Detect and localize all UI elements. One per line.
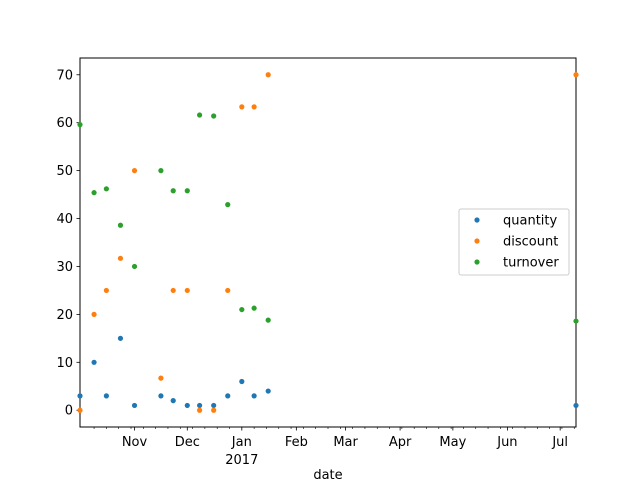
data-point-turnover — [184, 188, 190, 194]
x-tick-label: Mar — [333, 435, 358, 450]
data-point-discount — [170, 287, 176, 294]
data-point-turnover — [77, 122, 83, 128]
data-point-turnover — [239, 306, 245, 313]
data-point-quantity — [211, 402, 217, 409]
data-point-discount — [103, 287, 109, 294]
data-point-quantity — [225, 393, 231, 399]
x-tick-label: Jan — [231, 435, 252, 450]
data-point-quantity — [184, 402, 190, 409]
data-point-discount — [77, 407, 83, 413]
x-tick-label: Jul — [551, 435, 568, 450]
data-points — [77, 72, 579, 413]
data-point-discount — [251, 104, 257, 110]
y-tick-label: 50 — [56, 164, 73, 179]
x-axis-label: date — [313, 468, 342, 480]
y-tick-label: 60 — [56, 116, 73, 131]
data-point-turnover — [103, 186, 109, 192]
data-point-quantity — [103, 393, 109, 399]
data-point-turnover — [197, 112, 203, 118]
data-point-discount — [211, 407, 217, 413]
data-point-discount — [265, 72, 271, 78]
data-point-turnover — [573, 318, 579, 324]
y-tick-label: 20 — [56, 308, 73, 323]
data-point-quantity — [197, 402, 203, 409]
y-tick-label: 10 — [56, 356, 73, 371]
x-tick-label: Dec — [175, 435, 200, 450]
data-point-quantity — [251, 393, 257, 399]
legend: quantity discount turnover — [458, 208, 570, 276]
legend-label-quantity: quantity — [503, 214, 558, 229]
data-point-discount — [197, 407, 203, 413]
x-tick-label: Jun — [496, 435, 517, 450]
data-point-discount — [184, 287, 190, 294]
legend-marker-quantity — [474, 217, 480, 223]
legend-marker-turnover — [474, 259, 480, 265]
data-point-turnover — [211, 113, 217, 119]
data-point-quantity — [77, 393, 83, 399]
data-point-quantity — [91, 359, 97, 365]
x-tick-label: Apr — [389, 435, 412, 450]
data-point-turnover — [158, 168, 164, 174]
data-point-discount — [239, 104, 245, 110]
legend-marker-discount — [474, 238, 480, 244]
x-axis: Nov Dec Jan 2017 Feb Mar Apr May Jun Jul — [93, 427, 575, 468]
data-point-discount — [91, 311, 97, 317]
x-tick-label: May — [439, 435, 466, 450]
data-point-quantity — [265, 388, 271, 394]
y-tick-label: 40 — [56, 212, 73, 227]
data-point-quantity — [239, 378, 245, 385]
data-point-discount — [131, 168, 138, 174]
data-point-turnover — [117, 222, 124, 228]
y-tick-label: 70 — [56, 68, 73, 83]
legend-label-turnover: turnover — [503, 256, 559, 271]
x-tick-sublabel: 2017 — [225, 453, 258, 468]
data-point-quantity — [117, 335, 124, 341]
y-axis: 0 10 20 30 40 50 60 70 — [56, 68, 80, 419]
data-point-discount — [117, 255, 124, 261]
data-point-turnover — [265, 317, 271, 323]
data-point-turnover — [251, 305, 257, 311]
data-point-turnover — [225, 202, 231, 208]
y-tick-label: 30 — [56, 260, 73, 275]
y-tick-label: 0 — [65, 404, 73, 419]
legend-box — [458, 208, 570, 276]
data-point-quantity — [158, 393, 164, 399]
x-tick-label: Nov — [122, 435, 148, 450]
data-point-quantity — [170, 398, 176, 404]
data-point-turnover — [170, 188, 176, 194]
data-point-quantity — [573, 402, 579, 409]
data-point-turnover — [131, 263, 138, 270]
data-point-discount — [573, 72, 579, 78]
legend-label-discount: discount — [503, 235, 558, 250]
data-point-discount — [225, 287, 231, 294]
data-point-turnover — [91, 190, 97, 196]
data-point-discount — [158, 375, 164, 381]
data-point-quantity — [131, 402, 138, 409]
x-tick-label: Feb — [285, 435, 308, 450]
